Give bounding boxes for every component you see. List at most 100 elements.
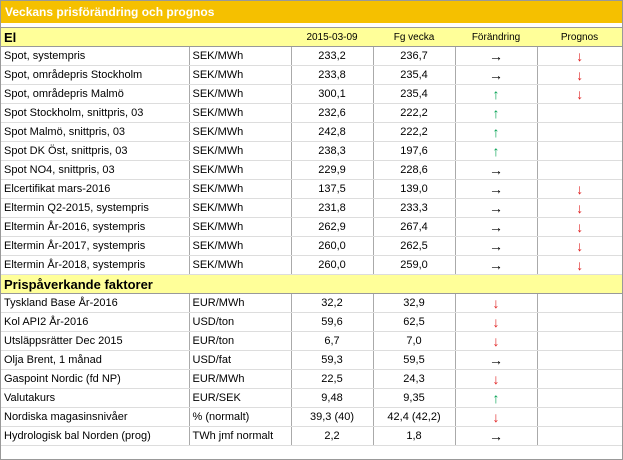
unit: SEK/MWh xyxy=(188,103,292,123)
unit: % (normalt) xyxy=(188,407,292,427)
current-value: 229,9 xyxy=(290,160,374,180)
table-row: Spot, systempris SEK/MWh 233,2 236,7 → ↓ xyxy=(1,46,623,66)
previous-value: 197,6 xyxy=(372,141,456,161)
previous-value: 139,0 xyxy=(372,179,456,199)
table-row: Eltermin År-2016, systempris SEK/MWh 262,9… xyxy=(1,217,623,237)
change-arrow: ↓ xyxy=(454,407,538,427)
forecast-arrow xyxy=(536,426,623,446)
unit: SEK/MWh xyxy=(188,141,292,161)
forecast-arrow xyxy=(536,331,623,351)
unit: USD/fat xyxy=(188,350,292,370)
item-name: Olja Brent, 1 månad xyxy=(1,350,189,370)
item-name: Eltermin År-2018, systempris xyxy=(1,255,189,275)
previous-value: 1,8 xyxy=(372,426,456,446)
current-value: 233,2 xyxy=(290,46,374,66)
item-name: Eltermin År-2017, systempris xyxy=(1,236,189,256)
unit: EUR/MWh xyxy=(188,293,292,313)
unit: SEK/MWh xyxy=(188,160,292,180)
unit: SEK/MWh xyxy=(188,122,292,142)
change-arrow: → xyxy=(454,236,538,256)
current-value: 59,3 xyxy=(290,350,374,370)
table-row: Eltermin År-2017, systempris SEK/MWh 260,0… xyxy=(1,236,623,256)
section-header: El 2015-03-09 Fg vecka Förändring Prognos xyxy=(1,27,623,47)
previous-value: 262,5 xyxy=(372,236,456,256)
section-title: Prispåverkande faktorer xyxy=(1,274,623,294)
change-arrow: → xyxy=(454,179,538,199)
forecast-arrow: ↓ xyxy=(536,236,623,256)
forecast-arrow xyxy=(536,122,623,142)
item-name: Tyskland Base År-2016 xyxy=(1,293,189,313)
previous-value: 222,2 xyxy=(372,103,456,123)
forecast-arrow: ↓ xyxy=(536,255,623,275)
table-row: Spot NO4, snittpris, 03 SEK/MWh 229,9 228,6… xyxy=(1,160,623,180)
item-name: Eltermin Q2-2015, systempris xyxy=(1,198,189,218)
previous-value: 222,2 xyxy=(372,122,456,142)
change-arrow: ↑ xyxy=(454,141,538,161)
table-row: Spot, områdepris Stockholm SEK/MWh 233,8 23… xyxy=(1,65,623,85)
section-header: Prispåverkande faktorer xyxy=(1,274,623,294)
current-value: 260,0 xyxy=(290,236,374,256)
current-value: 260,0 xyxy=(290,255,374,275)
forecast-arrow xyxy=(536,350,623,370)
column-header: Förändring xyxy=(455,27,538,47)
previous-value: 7,0 xyxy=(372,331,456,351)
forecast-arrow xyxy=(536,160,623,180)
table-body: El 2015-03-09 Fg vecka Förändring Prognos Spo… xyxy=(1,27,623,446)
change-arrow: → xyxy=(454,350,538,370)
change-arrow: ↓ xyxy=(454,312,538,332)
forecast-arrow: ↓ xyxy=(536,84,623,104)
table-row: Spot, områdepris Malmö SEK/MWh 300,1 235,4 ↑… xyxy=(1,84,623,104)
item-name: Nordiska magasinsnivåer xyxy=(1,407,189,427)
item-name: Spot, områdepris Stockholm xyxy=(1,65,189,85)
item-name: Gaspoint Nordic (fd NP) xyxy=(1,369,189,389)
table-row: Elcertifikat mars-2016 SEK/MWh 137,5 139,0 →… xyxy=(1,179,623,199)
item-name: Spot, områdepris Malmö xyxy=(1,84,189,104)
unit: SEK/MWh xyxy=(188,198,292,218)
unit: SEK/MWh xyxy=(188,46,292,66)
column-header: 2015-03-09 xyxy=(291,27,374,47)
item-name: Spot Stockholm, snittpris, 03 xyxy=(1,103,189,123)
unit: SEK/MWh xyxy=(188,255,292,275)
previous-value: 24,3 xyxy=(372,369,456,389)
report-title: Veckans prisförändring och prognos xyxy=(1,1,622,23)
change-arrow: → xyxy=(454,160,538,180)
change-arrow: ↓ xyxy=(454,369,538,389)
unit: EUR/MWh xyxy=(188,369,292,389)
unit: EUR/SEK xyxy=(188,388,292,408)
previous-value: 236,7 xyxy=(372,46,456,66)
current-value: 39,3 (40) xyxy=(290,407,374,427)
section-title: El xyxy=(1,27,292,47)
table-row: Nordiska magasinsnivåer% (normalt) 39,3 (… xyxy=(1,407,623,427)
forecast-arrow xyxy=(536,312,623,332)
unit: USD/ton xyxy=(188,312,292,332)
item-name: Spot DK Öst, snittpris, 03 xyxy=(1,141,189,161)
table-row: Utsläppsrätter Dec 2015 EUR/ton 6,7 7,0 ↓ xyxy=(1,331,623,351)
previous-value: 42,4 (42,2) xyxy=(372,407,456,427)
current-value: 300,1 xyxy=(290,84,374,104)
table-row: Spot DK Öst, snittpris, 03 SEK/MWh 238,3 19… xyxy=(1,141,623,161)
change-arrow: → xyxy=(454,255,538,275)
change-arrow: ↑ xyxy=(454,84,538,104)
forecast-arrow xyxy=(536,141,623,161)
column-header: Prognos xyxy=(537,27,623,47)
forecast-arrow: ↓ xyxy=(536,198,623,218)
previous-value: 267,4 xyxy=(372,217,456,237)
unit: SEK/MWh xyxy=(188,84,292,104)
current-value: 2,2 xyxy=(290,426,374,446)
unit: EUR/ton xyxy=(188,331,292,351)
item-name: Spot NO4, snittpris, 03 xyxy=(1,160,189,180)
unit: TWh jmf normalt xyxy=(188,426,292,446)
change-arrow: ↓ xyxy=(454,293,538,313)
item-name: Utsläppsrätter Dec 2015 xyxy=(1,331,189,351)
change-arrow: ↑ xyxy=(454,122,538,142)
forecast-arrow xyxy=(536,103,623,123)
table-row: Hydrologisk bal Norden (prog) TWh jmf nor… xyxy=(1,426,623,446)
current-value: 32,2 xyxy=(290,293,374,313)
item-name: Elcertifikat mars-2016 xyxy=(1,179,189,199)
previous-value: 62,5 xyxy=(372,312,456,332)
current-value: 6,7 xyxy=(290,331,374,351)
previous-value: 235,4 xyxy=(372,84,456,104)
forecast-arrow xyxy=(536,293,623,313)
previous-value: 233,3 xyxy=(372,198,456,218)
